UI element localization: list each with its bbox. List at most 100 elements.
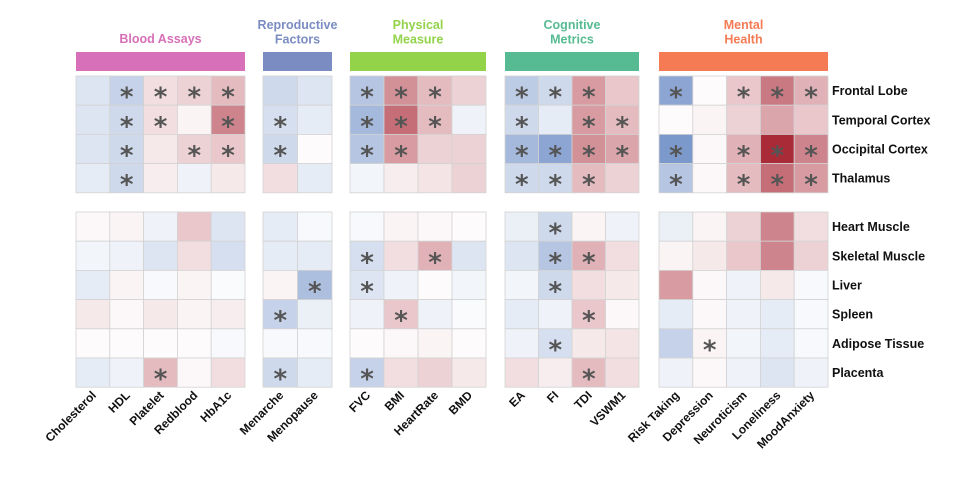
heatmap-cell-liver-ea — [504, 269, 539, 300]
heatmap-cell-spleen-redblood — [176, 299, 212, 330]
significance-star: * — [582, 170, 596, 200]
significance-star: * — [428, 248, 442, 278]
heatmap-cell-liver-redblood — [176, 269, 212, 300]
heatmap-cell-thalamus-fi — [538, 163, 573, 194]
group-title-reproductive-factors: Factors — [275, 33, 320, 47]
heatmap-cell-temporal-cortex-fvc — [349, 104, 385, 135]
significance-star: * — [548, 219, 562, 249]
significance-star: * — [221, 83, 235, 113]
group-title-mental-health: Health — [724, 33, 762, 47]
heatmap-cell-placenta-hdl — [109, 357, 145, 388]
heatmap-cell-temporal-cortex-bmi — [383, 104, 419, 135]
heatmap-cell-spleen-cholesterol — [75, 299, 111, 330]
row-label-spleen: Spleen — [832, 308, 873, 322]
significance-star: * — [273, 306, 287, 336]
heatmap-cell-placenta-moodanxiety — [793, 357, 829, 388]
heatmap-cell-liver-cholesterol — [75, 269, 111, 300]
row-label-heart-muscle: Heart Muscle — [832, 220, 910, 234]
significance-star: * — [548, 83, 562, 113]
heatmap-cell-heart-muscle-cholesterol — [75, 211, 111, 242]
heatmap-cell-placenta-cholesterol — [75, 357, 111, 388]
heatmap-cell-adipose-tissue-cholesterol — [75, 328, 111, 359]
heatmap-cell-adipose-tissue-hba1c — [210, 328, 246, 359]
heatmap-cell-skeletal-muscle-hdl — [109, 240, 145, 271]
significance-star: * — [582, 306, 596, 336]
heatmap-cell-skeletal-muscle-moodanxiety — [793, 240, 829, 271]
heatmap-cell-occipital-cortex-tdi — [571, 133, 606, 164]
heatmap-cell-thalamus-depression — [692, 163, 727, 194]
heatmap-cell-liver-fvc — [349, 269, 385, 300]
heatmap-cell-heart-muscle-moodanxiety — [793, 211, 829, 242]
group-bar-cognitive-metrics — [505, 52, 639, 71]
significance-star: * — [548, 170, 562, 200]
heatmap-cell-frontal-lobe-hdl — [109, 75, 145, 106]
heatmap-cell-frontal-lobe-neuroticism — [726, 75, 761, 106]
heatmap-cell-heart-muscle-neuroticism — [726, 211, 761, 242]
significance-star: * — [120, 83, 134, 113]
row-label-placenta: Placenta — [832, 366, 884, 380]
heatmap-cell-placenta-loneliness — [760, 357, 795, 388]
row-label-skeletal-muscle: Skeletal Muscle — [832, 249, 925, 263]
heatmap-cell-placenta-heartrate — [417, 357, 453, 388]
significance-star: * — [308, 277, 322, 307]
heatmap-cell-skeletal-muscle-loneliness — [760, 240, 795, 271]
heatmap-cell-spleen-ea — [504, 299, 539, 330]
heatmap-cell-skeletal-muscle-neuroticism — [726, 240, 761, 271]
heatmap-cell-thalamus-platelet — [143, 163, 178, 194]
heatmap-cell-heart-muscle-hba1c — [210, 211, 246, 242]
heatmap-cell-liver-loneliness — [760, 269, 795, 300]
significance-star: * — [515, 141, 529, 171]
heatmap-cell-temporal-cortex-hdl — [109, 104, 145, 135]
heatmap-cell-thalamus-moodanxiety — [793, 163, 829, 194]
heatmap-cell-spleen-risk-taking — [658, 299, 694, 330]
group-title-reproductive-factors: Reproductive — [258, 18, 338, 32]
significance-star: * — [515, 170, 529, 200]
heatmap-cell-thalamus-hdl — [109, 163, 145, 194]
heatmap-cell-liver-hdl — [109, 269, 145, 300]
group-title-cognitive-metrics: Metrics — [550, 33, 594, 47]
significance-star: * — [582, 248, 596, 278]
heatmap-cell-occipital-cortex-loneliness — [760, 133, 795, 164]
heatmap-cell-spleen-fvc — [349, 299, 385, 330]
group-bar-blood-assays — [76, 52, 245, 71]
heatmap-cell-occipital-cortex-cholesterol — [75, 133, 111, 164]
heatmap-cell-frontal-lobe-moodanxiety — [793, 75, 829, 106]
heatmap-cell-occipital-cortex-risk-taking — [658, 133, 694, 164]
heatmap-cell-temporal-cortex-bmd — [451, 104, 487, 135]
heatmap-cells — [75, 75, 829, 388]
significance-star: * — [669, 141, 683, 171]
heatmap-cell-heart-muscle-risk-taking — [658, 211, 694, 242]
heatmap-cell-placenta-tdi — [571, 357, 606, 388]
heatmap-cell-frontal-lobe-fvc — [349, 75, 385, 106]
heatmap-cell-occipital-cortex-vswm1 — [605, 133, 640, 164]
heatmap-cell-adipose-tissue-menopause — [297, 328, 333, 359]
heatmap-cell-adipose-tissue-loneliness — [760, 328, 795, 359]
heatmap-cell-heart-muscle-platelet — [143, 211, 178, 242]
significance-star: * — [669, 83, 683, 113]
significance-star: * — [804, 83, 818, 113]
heatmap-cell-frontal-lobe-vswm1 — [605, 75, 640, 106]
significance-star: * — [360, 83, 374, 113]
heatmap-cell-adipose-tissue-ea — [504, 328, 539, 359]
row-label-occipital-cortex: Occipital Cortex — [832, 143, 928, 157]
heatmap-cell-adipose-tissue-risk-taking — [658, 328, 694, 359]
heatmap-cell-spleen-neuroticism — [726, 299, 761, 330]
significance-star: * — [360, 365, 374, 395]
heatmap-cell-liver-platelet — [143, 269, 178, 300]
heatmap-cell-occipital-cortex-menarche — [262, 133, 298, 164]
heatmap-cell-placenta-depression — [692, 357, 727, 388]
heatmap-cell-skeletal-muscle-heartrate — [417, 240, 453, 271]
heatmap-cell-adipose-tissue-fi — [538, 328, 573, 359]
heatmap-cell-thalamus-tdi — [571, 163, 606, 194]
significance-star: * — [548, 277, 562, 307]
heatmap-cell-placenta-fi — [538, 357, 573, 388]
heatmap-cell-liver-neuroticism — [726, 269, 761, 300]
significance-star: * — [582, 365, 596, 395]
heatmap-cell-spleen-heartrate — [417, 299, 453, 330]
heatmap-cell-skeletal-muscle-hba1c — [210, 240, 246, 271]
significance-star: * — [273, 112, 287, 142]
heatmap-cell-heart-muscle-hdl — [109, 211, 145, 242]
significance-star: * — [120, 141, 134, 171]
significance-star: * — [273, 141, 287, 171]
